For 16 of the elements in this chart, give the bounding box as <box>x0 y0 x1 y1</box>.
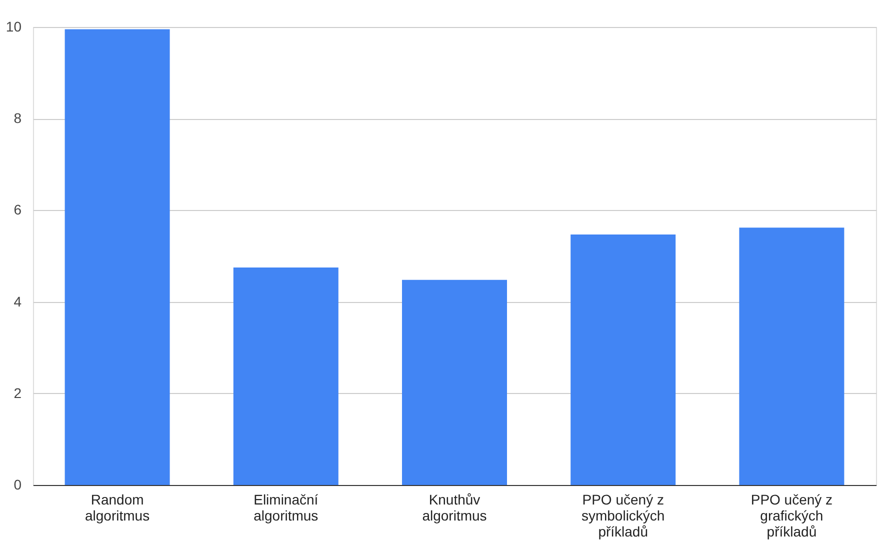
y-tick-label: 2 <box>14 384 22 401</box>
x-tick-label: PPO učený z grafických příkladů <box>750 492 833 540</box>
y-tick-label: 0 <box>14 476 22 492</box>
x-tick-label: PPO učený z symbolických příkladů <box>581 492 665 540</box>
y-tick-label: 8 <box>14 110 22 126</box>
bar <box>402 280 507 485</box>
bar <box>739 228 844 485</box>
y-tick-label: 6 <box>14 202 22 218</box>
y-tick-label: 10 <box>6 18 22 34</box>
bar <box>233 267 338 485</box>
x-tick-label: Knuthův algoritmus <box>422 492 487 524</box>
x-tick-label: Random algoritmus <box>85 492 150 524</box>
bar <box>570 234 676 485</box>
x-tick-label: Eliminační algoritmus <box>254 492 318 524</box>
bar <box>64 29 170 485</box>
y-tick-label: 4 <box>14 293 22 310</box>
